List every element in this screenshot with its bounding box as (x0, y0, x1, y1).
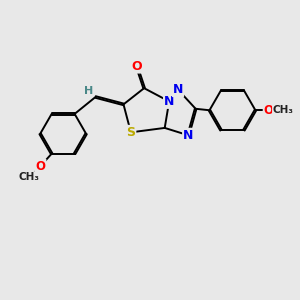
Text: H: H (84, 85, 94, 95)
Text: O: O (264, 104, 274, 117)
Text: N: N (183, 129, 194, 142)
Text: CH₃: CH₃ (273, 105, 294, 115)
Text: S: S (126, 126, 135, 139)
Text: CH₃: CH₃ (18, 172, 39, 182)
Text: N: N (173, 83, 183, 96)
Text: O: O (35, 160, 46, 172)
Text: N: N (164, 95, 174, 108)
Text: O: O (131, 60, 142, 73)
